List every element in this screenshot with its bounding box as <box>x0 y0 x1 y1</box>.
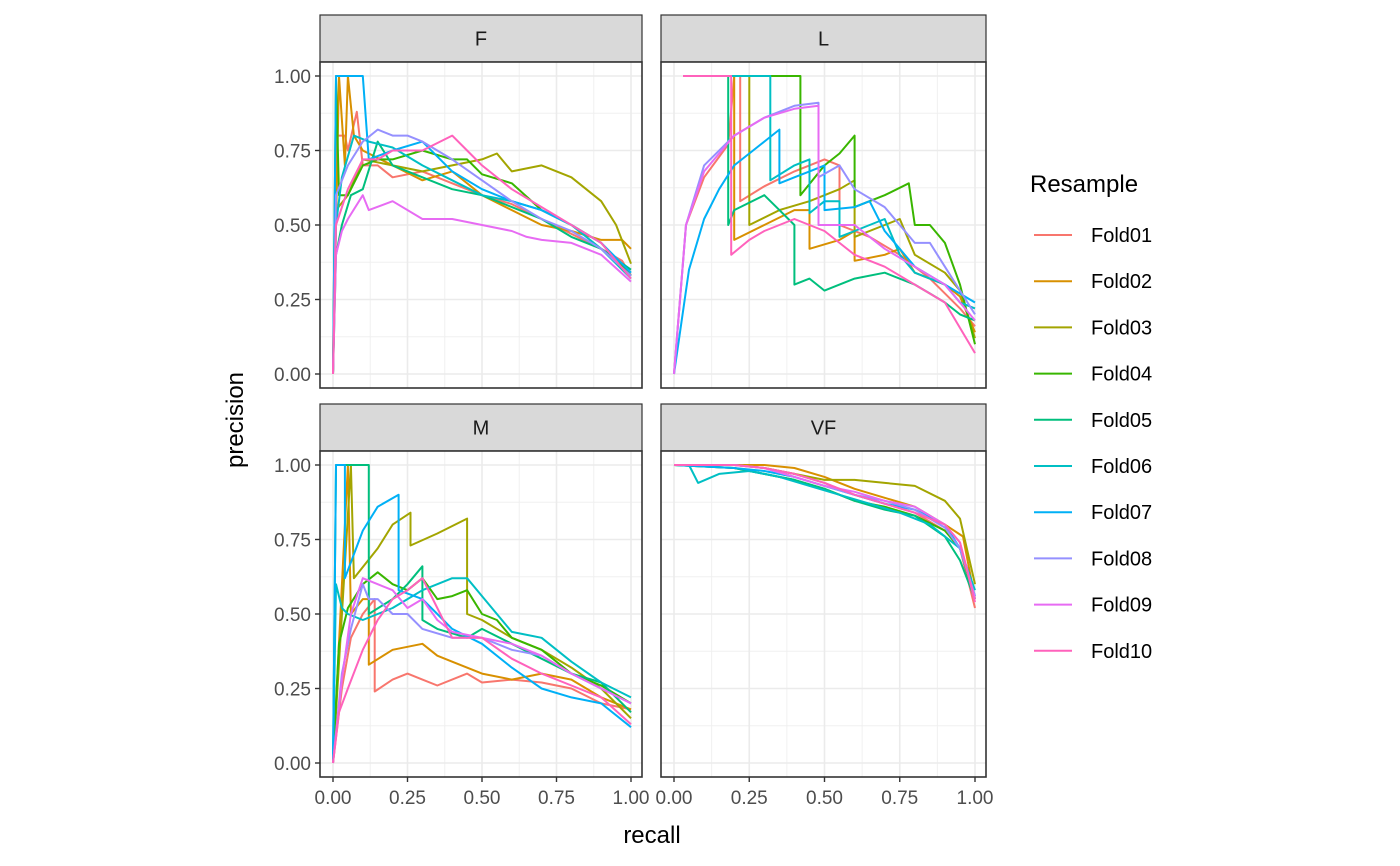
legend-item-Fold06: Fold06 <box>1034 456 1152 478</box>
legend-label: Fold07 <box>1091 502 1152 524</box>
series-line-Fold10 <box>332 134 632 375</box>
legend-label: Fold02 <box>1091 271 1152 293</box>
legend-label: Fold08 <box>1091 548 1152 570</box>
facet-panel-L: L <box>660 14 987 389</box>
series-line-Fold06 <box>674 464 976 591</box>
series-line-Fold10 <box>683 75 976 354</box>
legend-item-Fold03: Fold03 <box>1034 317 1152 339</box>
legend-item-Fold07: Fold07 <box>1034 502 1152 524</box>
series-line-Fold01 <box>332 598 632 764</box>
series-line-Fold05 <box>332 464 632 764</box>
legend-label: Fold06 <box>1091 456 1152 478</box>
legend-item-Fold10: Fold10 <box>1034 641 1152 663</box>
series-line-Fold09 <box>332 577 632 764</box>
y-tick-label: 0.00 <box>274 365 311 386</box>
legend: Resample Fold01 Fold02 Fold03 Fold04 Fold05 F… <box>1030 171 1152 663</box>
x-tick-label: 0.75 <box>538 788 575 809</box>
facet-strip <box>660 403 987 452</box>
series-line-Fold08 <box>332 128 632 375</box>
y-axis-title: precision <box>222 372 249 468</box>
legend-title: Resample <box>1030 171 1138 198</box>
x-tick-label: 0.50 <box>464 788 501 809</box>
legend-label: Fold01 <box>1091 225 1152 247</box>
series-line-Fold10 <box>674 464 976 603</box>
legend-label: Fold09 <box>1091 595 1152 617</box>
facet-strip-label: VF <box>811 418 837 440</box>
y-tick-label: 0.75 <box>274 142 311 163</box>
axis-ticks: 0.00 0.25 0.50 0.75 1.00 0.00 0.25 0.50 0.75 1.00… <box>274 67 993 809</box>
legend-label: Fold05 <box>1091 410 1152 432</box>
series-line-Fold08 <box>673 101 976 375</box>
series-line-Fold02 <box>332 75 632 375</box>
facet-strip-label: M <box>473 418 490 440</box>
legend-item-Fold08: Fold08 <box>1034 548 1152 570</box>
legend-label: Fold10 <box>1091 641 1152 663</box>
legend-item-Fold09: Fold09 <box>1034 595 1152 617</box>
y-tick-label: 1.00 <box>274 456 311 477</box>
legend-item-Fold04: Fold04 <box>1034 364 1152 386</box>
facet-panel-VF: VF <box>660 403 987 778</box>
facet-panels: F L M VF <box>319 14 987 778</box>
y-tick-label: 0.00 <box>274 754 311 775</box>
series-line-Fold05 <box>332 140 632 375</box>
series-line-Fold02 <box>674 464 976 600</box>
facet-panel-F: F <box>319 14 643 389</box>
series-line-Fold03 <box>683 75 976 339</box>
x-tick-label: 0.75 <box>881 788 918 809</box>
series-line-Fold10 <box>332 577 632 764</box>
x-tick-label: 0.50 <box>806 788 843 809</box>
y-tick-label: 0.75 <box>274 531 311 552</box>
legend-label: Fold04 <box>1091 364 1152 386</box>
legend-item-Fold02: Fold02 <box>1034 271 1152 293</box>
series-line-Fold07 <box>673 128 976 375</box>
facet-strip-label: F <box>475 29 487 51</box>
x-tick-label: 0.25 <box>389 788 426 809</box>
x-tick-label: 0.25 <box>731 788 768 809</box>
facet-panel-M: M <box>319 403 643 778</box>
y-tick-label: 0.25 <box>274 680 311 701</box>
legend-label: Fold03 <box>1091 317 1152 339</box>
x-tick-label: 0.00 <box>656 788 693 809</box>
legend-item-Fold05: Fold05 <box>1034 410 1152 432</box>
x-axis-title: recall <box>623 822 680 849</box>
facet-strip <box>319 14 643 63</box>
series-line-Fold09 <box>673 104 976 375</box>
x-tick-label: 1.00 <box>613 788 650 809</box>
series-line-Fold03 <box>332 464 632 764</box>
series-line-Fold06 <box>332 577 632 764</box>
series-line-Fold06 <box>683 75 976 310</box>
y-tick-label: 0.25 <box>274 291 311 312</box>
y-tick-label: 0.50 <box>274 605 311 626</box>
y-tick-label: 0.50 <box>274 216 311 237</box>
legend-item-Fold01: Fold01 <box>1034 225 1152 247</box>
facet-strip <box>319 403 643 452</box>
facet-strip-label: L <box>818 29 829 51</box>
panel-border <box>660 61 987 389</box>
x-tick-label: 1.00 <box>957 788 994 809</box>
series-line-Fold09 <box>332 194 632 375</box>
panel-border <box>660 450 987 778</box>
y-tick-label: 1.00 <box>274 67 311 88</box>
x-tick-label: 0.00 <box>315 788 352 809</box>
facet-strip <box>660 14 987 63</box>
